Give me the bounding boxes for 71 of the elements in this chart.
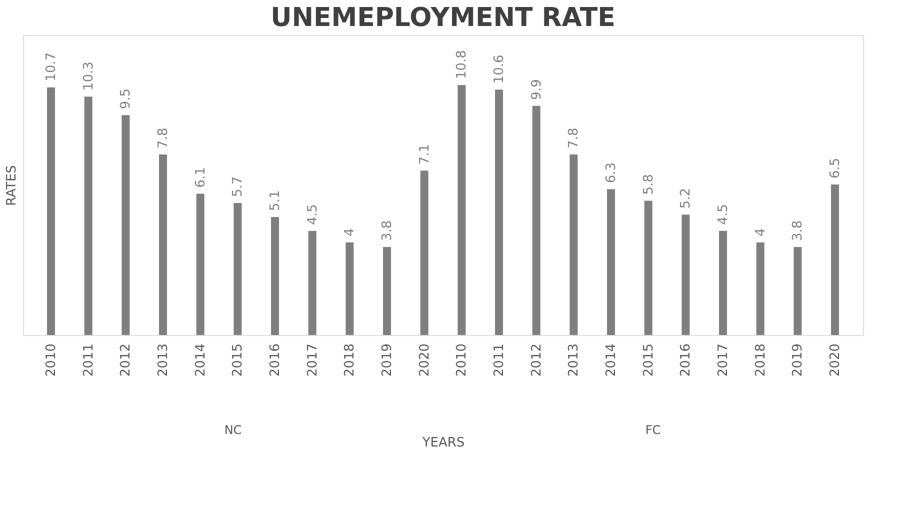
data-label: 7.8 xyxy=(566,128,582,148)
bar xyxy=(346,242,354,335)
bar xyxy=(495,90,503,335)
x-tick-label: 2010 xyxy=(454,344,470,377)
text: NC xyxy=(224,423,242,437)
x-tick-label: 2019 xyxy=(790,344,806,377)
x-tick-label: 2010 xyxy=(44,344,59,377)
x-tick-label: 2020 xyxy=(828,344,843,377)
bar xyxy=(644,200,652,335)
x-tick-label: 2012 xyxy=(118,344,134,377)
bar xyxy=(196,194,204,335)
x-tick-label: 2016 xyxy=(268,344,283,377)
x-axis-title: YEARS xyxy=(421,436,465,451)
x-tick-label: 2016 xyxy=(678,344,694,377)
bar xyxy=(47,87,55,335)
text: FC xyxy=(645,423,661,437)
bar xyxy=(532,106,540,335)
x-tick-label: 2011 xyxy=(492,344,507,377)
x-tick-label: 2017 xyxy=(716,344,731,377)
data-label: 9.9 xyxy=(529,79,544,100)
bar xyxy=(420,170,428,335)
x-tick-label: 2015 xyxy=(641,344,656,377)
data-label: 3.8 xyxy=(790,220,806,242)
x-tick-label: 2020 xyxy=(417,344,432,377)
data-label: 4 xyxy=(342,228,358,236)
bar xyxy=(794,247,802,335)
chart-title: UNEMEPLOYMENT RATE xyxy=(270,3,616,33)
x-tick-label: 2017 xyxy=(305,344,320,377)
data-label: 4.5 xyxy=(305,204,320,225)
bar xyxy=(719,230,727,335)
data-label: 6.1 xyxy=(193,167,208,188)
bar xyxy=(831,184,839,335)
bar xyxy=(570,154,578,335)
bar xyxy=(607,189,615,335)
data-label: 4.5 xyxy=(716,204,731,225)
x-tick-label: 2011 xyxy=(81,344,96,377)
bar xyxy=(84,96,92,335)
bar xyxy=(458,85,466,335)
bar xyxy=(756,242,764,335)
x-tick-label: 2018 xyxy=(342,344,358,377)
data-label: 5.8 xyxy=(641,174,656,195)
y-axis-title: RATES xyxy=(4,165,20,206)
data-label: 6.3 xyxy=(604,162,619,184)
data-label: 10.7 xyxy=(44,52,59,82)
x-tick-label: 2012 xyxy=(529,344,544,377)
x-tick-label: 2013 xyxy=(156,344,171,377)
data-label: 7.1 xyxy=(417,144,432,165)
data-label: 6.5 xyxy=(828,158,843,179)
x-tick-label: 2019 xyxy=(380,344,395,377)
bar xyxy=(234,203,242,335)
bar xyxy=(159,154,167,335)
data-label: 10.8 xyxy=(454,50,470,79)
data-label: 5.2 xyxy=(678,188,694,209)
bar xyxy=(308,230,316,335)
bar xyxy=(682,214,690,335)
bar xyxy=(271,216,279,335)
data-label: 10.3 xyxy=(81,62,96,91)
bar xyxy=(383,247,391,335)
x-tick-label: 2014 xyxy=(604,344,619,377)
data-label: 3.8 xyxy=(380,220,395,242)
bar xyxy=(122,115,130,335)
data-label: 9.5 xyxy=(118,88,134,110)
x-tick-label: 2015 xyxy=(230,344,246,377)
data-label: 7.8 xyxy=(156,128,171,148)
x-tick-label: 2018 xyxy=(753,344,768,377)
data-label: 10.6 xyxy=(492,54,507,84)
data-label: 4 xyxy=(753,228,768,236)
data-label: 5.7 xyxy=(230,176,246,198)
x-tick-label: 2014 xyxy=(193,344,208,377)
x-tick-label: 2013 xyxy=(566,344,582,377)
data-label: 5.1 xyxy=(268,190,283,211)
